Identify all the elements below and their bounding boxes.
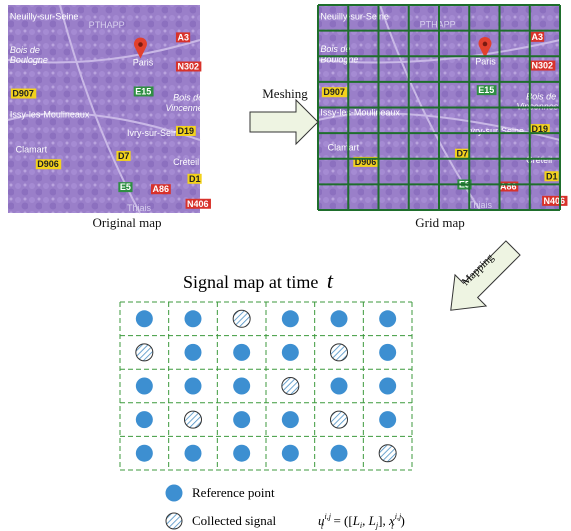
- map-label: Bois de: [173, 93, 203, 103]
- title-variable: t: [327, 268, 334, 293]
- map-label: D1: [546, 171, 558, 181]
- signal-map-title: Signal map at time t: [183, 268, 334, 293]
- map-label: Paris: [475, 56, 496, 66]
- reference-point: [136, 378, 153, 395]
- map-label: N302: [531, 61, 553, 71]
- reference-point: [282, 445, 299, 462]
- map-label: D1: [189, 174, 201, 184]
- reference-point: [379, 310, 396, 327]
- map-label: N302: [177, 61, 199, 71]
- collected-signal: [379, 445, 396, 462]
- map-label: Neuilly-sur-Seine: [10, 12, 79, 22]
- map-label: D906: [37, 159, 59, 169]
- collected-signal: [331, 411, 348, 428]
- map-label: Ivry-sur-Seine: [468, 126, 524, 136]
- legend-label: Reference point: [192, 485, 275, 500]
- reference-point: [185, 445, 202, 462]
- map-label: Vincennes: [165, 103, 207, 113]
- reference-point: [136, 310, 153, 327]
- map-label: Issy-les-Moulineaux: [10, 109, 90, 119]
- reference-point: [331, 445, 348, 462]
- signal-grid: [120, 302, 412, 470]
- legend-collected-marker: [166, 513, 182, 529]
- title-text: Signal map at time: [183, 272, 318, 292]
- map-label: Issy-les-Moulineaux: [320, 108, 400, 118]
- map-label: PTHAPP: [89, 20, 125, 30]
- mapping-arrow: [435, 232, 528, 325]
- arrow-label: Meshing: [262, 86, 308, 101]
- map-label: E15: [478, 85, 494, 95]
- reference-point: [282, 310, 299, 327]
- formula-part: L: [368, 513, 376, 528]
- reference-point: [331, 378, 348, 395]
- legend-label: Collected signal: [192, 513, 277, 528]
- reference-point: [282, 411, 299, 428]
- reference-point: [233, 344, 250, 361]
- reference-point: [185, 344, 202, 361]
- map-label: Créteil: [173, 157, 199, 167]
- reference-point: [136, 445, 153, 462]
- reference-point: [379, 378, 396, 395]
- map-label: N406: [187, 199, 209, 209]
- formula-part: ],: [378, 513, 389, 528]
- reference-point: [282, 344, 299, 361]
- map-label: D7: [456, 149, 468, 159]
- reference-point: [233, 411, 250, 428]
- map-label: Bois de: [10, 45, 40, 55]
- reference-point: [233, 378, 250, 395]
- collected-signal: [331, 344, 348, 361]
- map-label: Clamart: [328, 143, 360, 153]
- map-label: A86: [153, 184, 170, 194]
- collected-signal: [185, 411, 202, 428]
- map-label: A86: [500, 182, 517, 192]
- caption: Original map: [93, 215, 162, 230]
- reference-point: [233, 445, 250, 462]
- map-pin-dot: [483, 42, 488, 47]
- caption: Grid map: [415, 215, 464, 230]
- reference-point: [185, 378, 202, 395]
- mapping-arrow-group: [435, 232, 528, 325]
- formula-part: ): [400, 513, 404, 528]
- map-label: A3: [531, 32, 543, 42]
- map-label: N406: [544, 196, 566, 206]
- map-label: Bois de: [320, 44, 350, 54]
- map-label: D7: [118, 151, 130, 161]
- map-label: Thiais: [468, 200, 493, 210]
- formula-part: L: [352, 513, 360, 528]
- map-label: E5: [120, 182, 131, 192]
- meshing-arrow: [250, 100, 318, 144]
- formula-part: = ([: [330, 513, 353, 528]
- collected-signal: [233, 310, 250, 327]
- map-label: D907: [12, 89, 34, 99]
- map-label: D19: [177, 126, 194, 136]
- reference-point: [379, 344, 396, 361]
- map-label: Thiais: [127, 203, 152, 213]
- reference-point: [379, 411, 396, 428]
- map-label: PTHAPP: [420, 20, 456, 30]
- map-label: Ivry-sur-Seine: [127, 128, 183, 138]
- map-label: A3: [177, 32, 189, 42]
- map-label: E15: [135, 86, 151, 96]
- original-map: Neuilly-sur-SeinePTHAPPParisA3Bois deBou…: [8, 5, 211, 213]
- collected-signal: [282, 378, 299, 395]
- map-label: D907: [323, 87, 345, 97]
- collected-signal: [136, 344, 153, 361]
- figure: Neuilly-sur-SeinePTHAPPParisA3Bois deBou…: [0, 0, 571, 531]
- legend-reference-marker: [166, 485, 183, 502]
- map-label: Paris: [133, 57, 154, 67]
- reference-point: [136, 411, 153, 428]
- reference-point: [185, 310, 202, 327]
- map-pin-dot: [138, 42, 143, 47]
- map-label: Boulogne: [10, 55, 48, 65]
- map-label: Clamart: [16, 145, 48, 155]
- reference-point: [331, 310, 348, 327]
